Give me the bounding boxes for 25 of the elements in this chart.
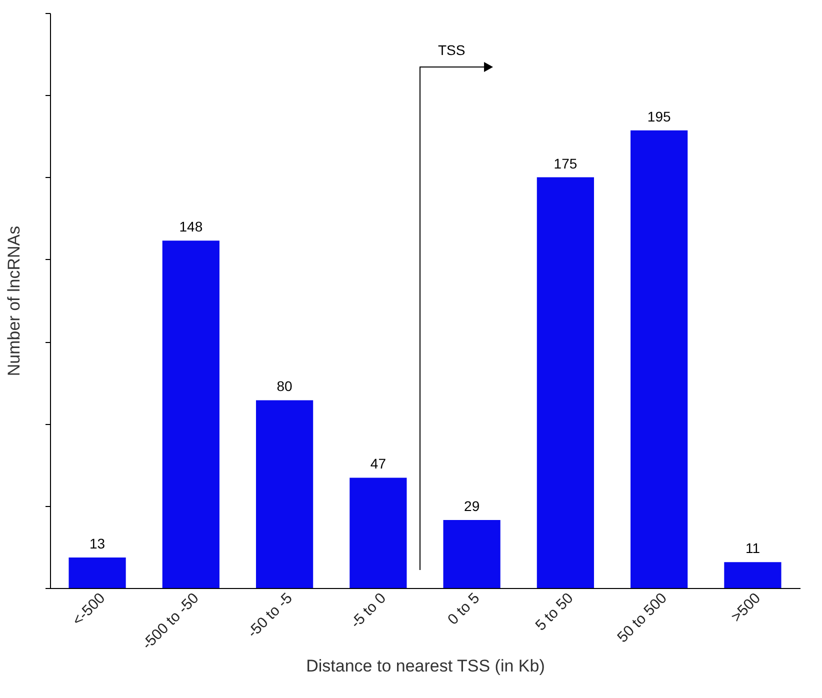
y-axis-title: Number of lncRNAs [4,226,24,376]
data-label: 195 [647,108,671,124]
bar [256,400,314,588]
x-tick-label: -5 to 0 [347,590,390,632]
bar [630,130,688,588]
bar [162,240,220,588]
bar [536,177,594,588]
x-tick-label: 5 to 50 [532,590,577,634]
data-label: 80 [276,378,293,394]
x-tick-label: 0 to 5 [444,590,484,628]
annotation: TSS [438,42,466,58]
data-label: 29 [464,498,480,514]
data-label: 175 [554,155,578,172]
data-label: 148 [179,218,203,235]
x-tick-label: -50 to -5 [244,590,296,642]
data-label: 47 [370,456,386,472]
data-label: 11 [745,540,760,556]
x-tick-label: 50 to 500 [614,590,670,646]
bar [68,557,126,588]
x-tick-label: -500 to -50 [138,590,202,654]
data-label: 13 [89,535,106,552]
bar [443,520,500,588]
bar [724,562,782,588]
x-axis-title: Distance to nearest TSS (in Kb) [306,656,545,676]
bar [350,478,407,588]
